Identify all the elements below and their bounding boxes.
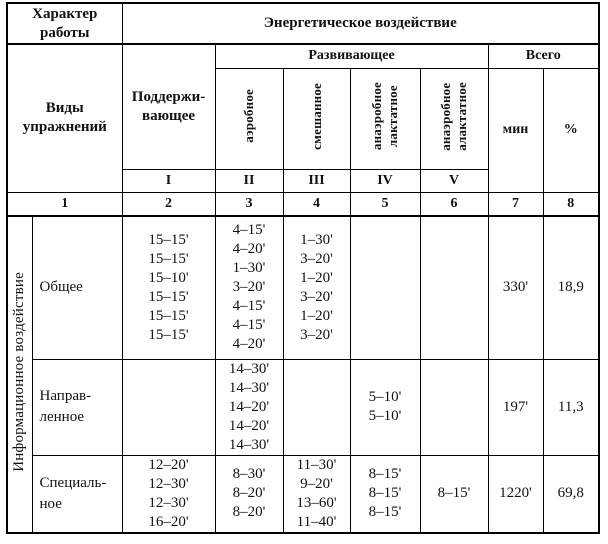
- special-min-cell: 1220': [487, 454, 544, 533]
- general-min-cell: 330': [487, 215, 544, 360]
- header-min: мин: [487, 67, 544, 193]
- directed-name-cell: Направ- ленное: [31, 358, 123, 456]
- anaerobic-lactate-vertical-label: анаэробное лактатное: [369, 81, 400, 151]
- column-number-4: 4: [282, 191, 351, 217]
- column-number-3: 3: [214, 191, 284, 217]
- header-total: Всего: [487, 43, 600, 69]
- row-directed: Направ- ленное 14–30' 14–30' 14–20' 14–2…: [7, 358, 600, 456]
- directed-aerobic-cell: 14–30' 14–30' 14–20' 14–20' 14–30': [214, 358, 284, 456]
- aerobic-vertical-label: аэробное: [241, 89, 256, 143]
- column-number-1: 1: [6, 191, 123, 217]
- column-number-7: 7: [487, 191, 544, 217]
- directed-anaerobic-alactate-cell: [419, 358, 489, 456]
- anaerobic-alactate-vertical-label: анаэробное алактатное: [438, 81, 469, 151]
- directed-percent-cell: 11,3: [542, 358, 600, 456]
- header-supporting: Поддержи- вающее: [121, 43, 216, 170]
- roman-numeral-5: V: [419, 168, 489, 193]
- general-anaerobic-lactate-cell: [349, 215, 421, 360]
- header-energy-impact: Энергетическое воздействие: [121, 2, 600, 45]
- directed-mixed-cell: [282, 358, 351, 456]
- header-mixed-cell: смешанное: [282, 67, 351, 170]
- header-exercise-types: Виды упражнений: [6, 43, 123, 193]
- special-anaerobic-alactate-cell: 8–15': [419, 454, 489, 533]
- special-supporting-cell: 12–20' 12–30' 12–30' 16–20': [121, 454, 216, 533]
- row-special: Специаль- ное 12–20' 12–30' 12–30' 16–20…: [7, 454, 600, 533]
- directed-supporting-cell: [121, 358, 216, 456]
- general-mixed-cell: 1–30' 3–20' 1–20' 3–20' 1–20' 3–20': [282, 215, 351, 360]
- info-impact-strip-cell: Информационное воздействие: [6, 215, 33, 533]
- header-aerobic-cell: аэробное: [214, 67, 284, 170]
- header-character-of-work: Характер работы: [6, 2, 123, 45]
- special-percent-cell: 69,8: [542, 454, 600, 533]
- general-percent-cell: 18,9: [542, 215, 600, 360]
- header-anaerobic-lactate-cell: анаэробное лактатное: [349, 67, 421, 170]
- mixed-vertical-label: смешанное: [308, 82, 324, 150]
- roman-numeral-4: IV: [349, 168, 421, 193]
- header-anaerobic-alactate-cell: анаэробное алактатное: [419, 67, 489, 170]
- special-name-cell: Специаль- ное: [31, 454, 123, 533]
- general-name-cell: Общее: [31, 215, 123, 360]
- directed-anaerobic-lactate-cell: 5–10' 5–10': [349, 358, 421, 456]
- general-supporting-cell: 15–15' 15–15' 15–10' 15–15' 15–15' 15–15…: [121, 215, 216, 360]
- column-number-5: 5: [349, 191, 421, 217]
- info-impact-vertical-label: Информационное воздействие: [11, 271, 28, 472]
- special-anaerobic-lactate-cell: 8–15' 8–15' 8–15': [349, 454, 421, 533]
- training-impact-table: Характер работы Энергетическое воздейств…: [6, 2, 600, 534]
- directed-min-cell: 197': [487, 358, 544, 456]
- column-number-2: 2: [121, 191, 216, 217]
- roman-numeral-2: II: [214, 168, 284, 193]
- special-aerobic-cell: 8–30' 8–20' 8–20': [214, 454, 284, 533]
- header-developing: Развивающее: [214, 43, 489, 69]
- column-number-6: 6: [419, 191, 489, 217]
- roman-numeral-3: III: [282, 168, 351, 193]
- special-mixed-cell: 11–30' 9–20' 13–60' 11–40': [282, 454, 351, 533]
- general-anaerobic-alactate-cell: [419, 215, 489, 360]
- general-aerobic-cell: 4–15' 4–20' 1–30' 3–20' 4–15' 4–15' 4–20…: [214, 215, 284, 360]
- roman-numeral-1: I: [121, 168, 216, 193]
- column-number-8: 8: [542, 191, 600, 217]
- row-general: Информационное воздействие Общее 15–15' …: [6, 215, 600, 533]
- header-percent: %: [542, 67, 600, 193]
